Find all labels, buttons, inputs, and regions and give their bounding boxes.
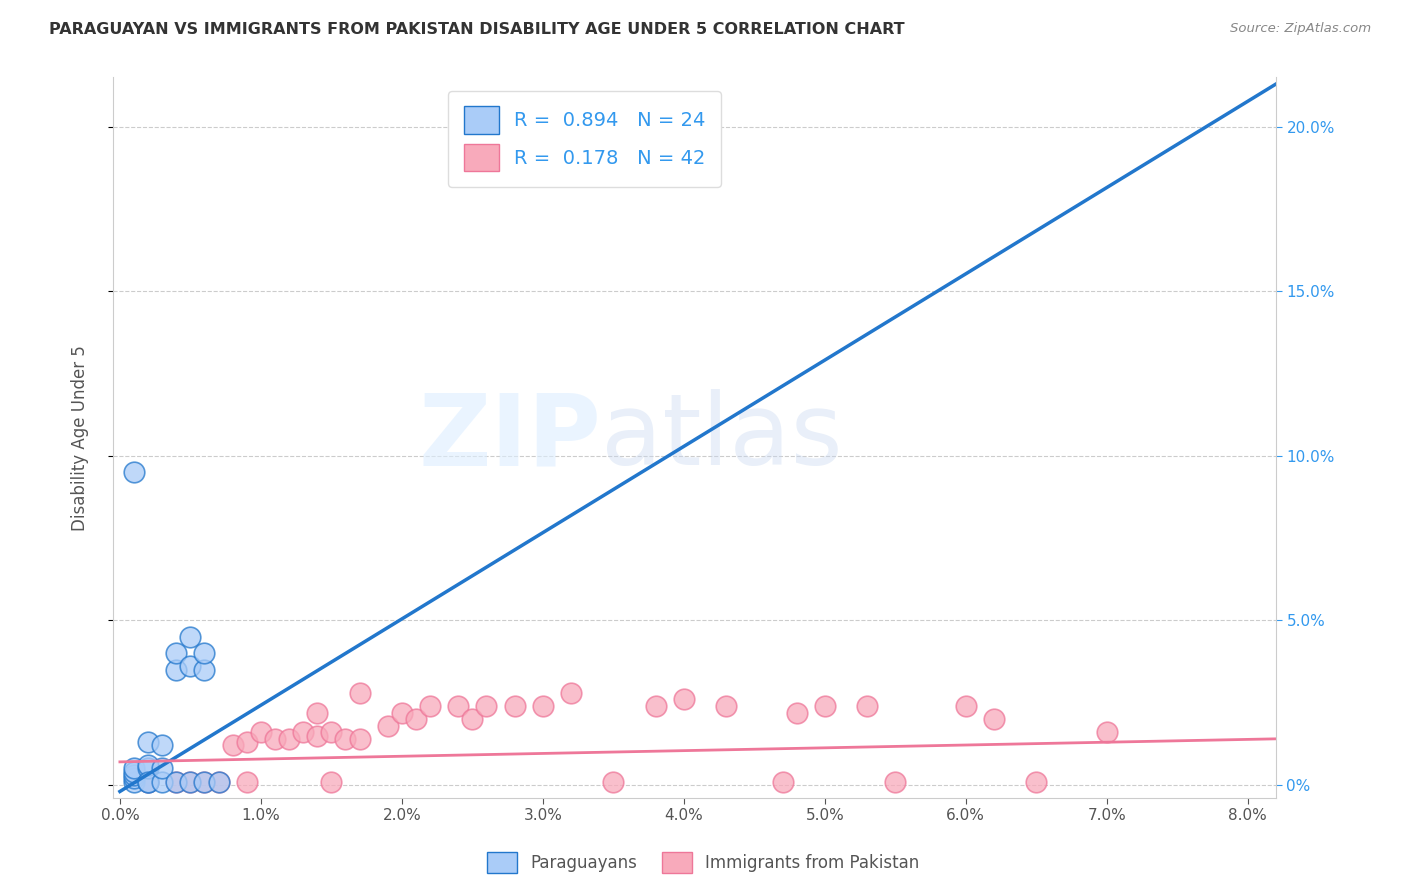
Point [405,712,427,726]
Point [856,698,879,713]
Point [193,663,215,677]
Point [475,698,498,713]
Point [122,761,145,775]
Point [1095,725,1118,739]
Point [165,774,187,789]
Point [179,659,201,673]
Point [884,774,907,789]
Point [349,686,371,700]
Point [250,725,273,739]
Point [136,774,159,789]
Point [786,706,808,720]
Point [264,731,287,746]
Point [136,735,159,749]
Text: atlas: atlas [602,389,844,486]
Point [122,465,145,479]
Point [165,646,187,660]
Point [122,768,145,782]
Point [672,692,695,706]
Point [292,725,315,739]
Text: Source: ZipAtlas.com: Source: ZipAtlas.com [1230,22,1371,36]
Point [307,729,329,743]
Point [602,774,624,789]
Point [122,764,145,779]
Point [136,774,159,789]
Point [560,686,582,700]
Point [179,630,201,644]
Point [136,761,159,775]
Point [419,698,441,713]
Point [278,731,301,746]
Point [321,774,343,789]
Point [136,774,159,789]
Point [714,698,737,713]
Point [150,774,173,789]
Point [307,706,329,720]
Point [772,774,794,789]
Point [122,772,145,786]
Legend: R =  0.894   N = 24, R =  0.178   N = 42: R = 0.894 N = 24, R = 0.178 N = 42 [449,91,721,186]
Point [193,774,215,789]
Point [983,712,1005,726]
Point [150,761,173,775]
Point [644,698,666,713]
Point [349,731,371,746]
Point [335,731,357,746]
Point [165,663,187,677]
Point [1025,774,1047,789]
Point [955,698,977,713]
Point [179,774,201,789]
Text: PARAGUAYAN VS IMMIGRANTS FROM PAKISTAN DISABILITY AGE UNDER 5 CORRELATION CHART: PARAGUAYAN VS IMMIGRANTS FROM PAKISTAN D… [49,22,905,37]
Point [207,774,229,789]
Point [531,698,554,713]
Point [193,774,215,789]
Point [377,719,399,733]
Point [814,698,837,713]
Point [193,646,215,660]
Point [447,698,470,713]
Point [236,735,259,749]
Point [221,739,243,753]
Point [321,725,343,739]
Point [136,758,159,772]
Point [503,698,526,713]
Point [165,774,187,789]
Text: ZIP: ZIP [419,389,602,486]
Point [179,774,201,789]
Point [461,712,484,726]
Legend: Paraguayans, Immigrants from Pakistan: Paraguayans, Immigrants from Pakistan [479,846,927,880]
Point [207,774,229,789]
Y-axis label: Disability Age Under 5: Disability Age Under 5 [72,345,89,531]
Point [150,739,173,753]
Point [391,706,413,720]
Point [122,774,145,789]
Point [236,774,259,789]
